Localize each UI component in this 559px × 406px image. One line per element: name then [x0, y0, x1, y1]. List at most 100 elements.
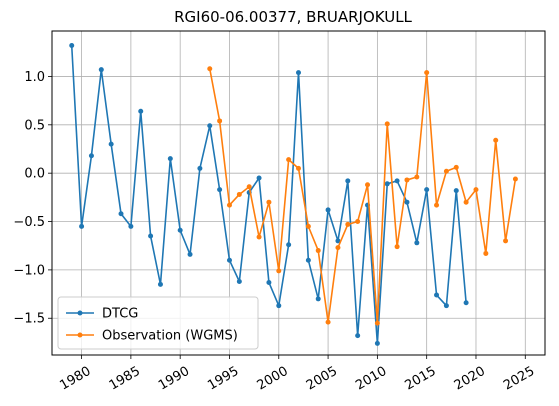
y-tick-label: −1.0: [13, 263, 45, 278]
x-tick-label: 2005: [304, 364, 340, 394]
data-point: [384, 121, 390, 127]
data-point: [365, 182, 371, 188]
data-point: [276, 268, 282, 274]
data-point: [296, 70, 301, 76]
data-point: [207, 66, 213, 72]
data-point: [226, 257, 232, 263]
plot-frame: [51, 30, 546, 356]
x-tick-label: 2000: [255, 364, 291, 394]
data-point: [434, 292, 440, 298]
data-point: [404, 199, 410, 205]
data-point: [503, 238, 509, 244]
data-point: [325, 319, 331, 325]
data-point: [217, 187, 223, 193]
data-point: [177, 227, 183, 233]
data-point: [414, 240, 420, 246]
x-tick-label: 2020: [452, 364, 488, 394]
data-point: [98, 67, 104, 73]
data-point: [167, 156, 173, 162]
data-point: [276, 303, 282, 309]
data-point: [473, 187, 479, 193]
data-point: [286, 242, 292, 248]
data-point: [79, 223, 85, 229]
series-1: [207, 66, 518, 326]
data-point: [345, 178, 351, 184]
data-point: [128, 223, 134, 229]
data-point: [108, 141, 114, 147]
data-point: [355, 333, 361, 339]
data-point: [384, 181, 390, 187]
data-point: [305, 257, 311, 263]
y-tick-label: 0.5: [24, 118, 45, 133]
data-point: [197, 165, 203, 171]
data-point: [315, 248, 321, 254]
data-point: [443, 168, 449, 174]
data-point: [374, 320, 380, 326]
x-tick-label: 1990: [156, 364, 192, 394]
data-point: [266, 199, 272, 205]
x-tick-label: 1985: [107, 364, 143, 394]
data-point: [256, 234, 262, 240]
x-tick-label: 2015: [403, 364, 439, 394]
data-point: [374, 340, 380, 346]
data-point: [414, 174, 420, 180]
data-point: [453, 164, 459, 170]
data-point: [118, 211, 124, 217]
data-point: [394, 178, 400, 184]
data-point: [88, 153, 94, 159]
data-point: [404, 177, 410, 183]
data-point: [493, 137, 499, 143]
data-point: [236, 278, 242, 284]
data-point: [266, 279, 272, 285]
data-point: [512, 176, 518, 182]
y-tick-label: 1.0: [24, 70, 45, 85]
data-point: [148, 233, 154, 239]
data-point: [217, 118, 223, 124]
y-tick-label: 0.0: [24, 167, 45, 182]
legend-marker: [77, 310, 83, 316]
data-point: [236, 191, 242, 197]
legend-marker: [77, 332, 83, 338]
x-tick-label: 2025: [501, 364, 537, 394]
data-point: [157, 281, 163, 287]
data-point: [335, 245, 341, 251]
data-point: [463, 300, 469, 306]
series-0: [69, 43, 469, 346]
legend: DTCG Observation (WGMS): [57, 296, 259, 350]
data-point: [345, 221, 351, 227]
data-point: [256, 175, 262, 181]
legend-label: DTCG: [102, 307, 138, 322]
x-tick-label: 1995: [205, 364, 241, 394]
chart-title: RGI60-06.00377, BRUARJOKULL: [174, 8, 412, 26]
x-tick-label: 2010: [353, 364, 389, 394]
data-point: [434, 202, 440, 208]
data-point: [69, 43, 75, 49]
legend-label: Observation (WGMS): [102, 329, 238, 344]
data-point: [424, 187, 430, 193]
data-point: [355, 219, 361, 225]
data-point: [187, 251, 193, 257]
y-tick-label: −1.5: [13, 312, 45, 327]
data-point: [286, 157, 292, 163]
data-point: [138, 108, 144, 114]
data-point: [315, 296, 321, 302]
data-point: [443, 303, 449, 309]
data-point: [296, 165, 301, 171]
x-tick-label: 1980: [57, 364, 93, 394]
data-point: [453, 188, 459, 194]
y-tick-label: −0.5: [13, 215, 45, 230]
data-point: [226, 202, 232, 208]
legend-box: [57, 296, 259, 350]
series-layer: [69, 43, 518, 346]
data-point: [394, 244, 400, 250]
data-point: [463, 199, 469, 205]
data-point: [207, 123, 213, 129]
data-point: [305, 223, 311, 229]
data-point: [424, 70, 430, 76]
series-line: [208, 68, 517, 324]
data-point: [335, 238, 341, 244]
data-point: [325, 207, 331, 213]
data-point: [246, 184, 252, 190]
data-point: [483, 250, 489, 256]
